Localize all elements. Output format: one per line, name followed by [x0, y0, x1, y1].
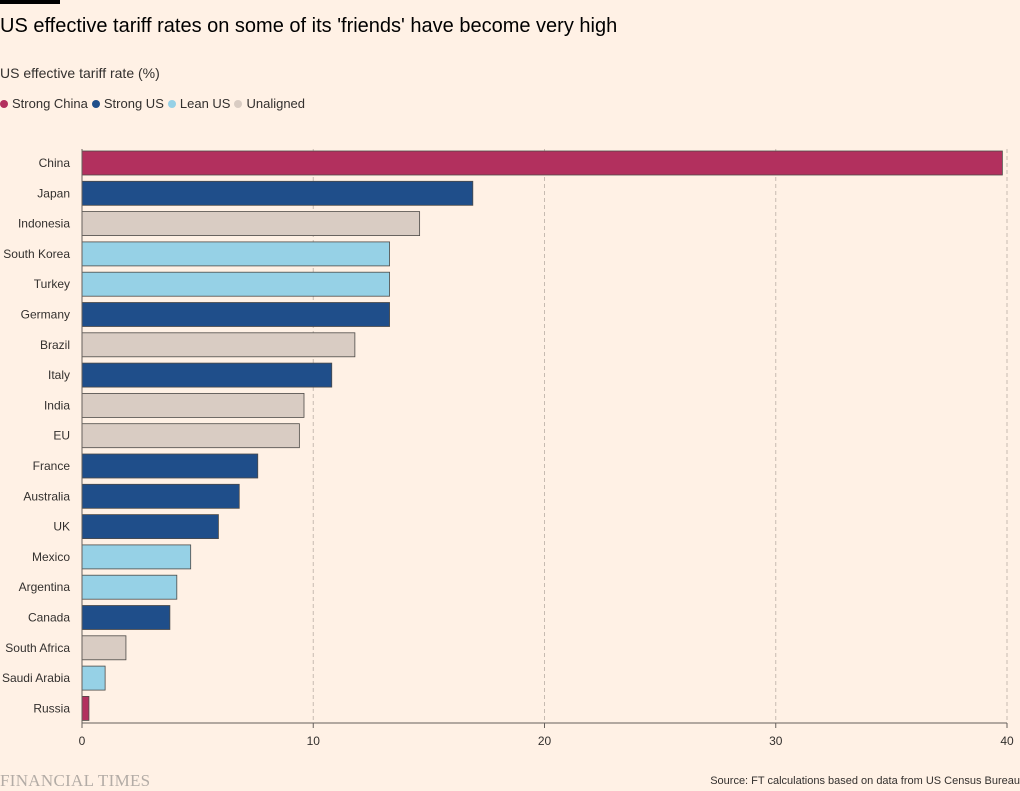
- bar-saudi-arabia: [81, 665, 106, 691]
- bar-australia: [81, 483, 240, 509]
- legend-dot-unaligned: [234, 99, 243, 108]
- legend-item-strong-us: Strong US: [91, 96, 164, 111]
- category-label-indonesia: Indonesia: [18, 217, 70, 231]
- legend-dot-strong-china: [0, 99, 8, 108]
- ft-logo: FINANCIAL TIMES: [0, 771, 151, 790]
- category-label-india: India: [44, 398, 70, 412]
- bar-turkey: [81, 271, 390, 297]
- chart-title: US effective tariff rates on some of its…: [0, 15, 618, 37]
- bar-germany: [81, 302, 390, 327]
- category-label-south-africa: South Africa: [5, 641, 70, 655]
- category-label-italy: Italy: [48, 368, 70, 382]
- bar-canada: [81, 605, 171, 630]
- x-tick-label-30: 30: [769, 734, 783, 748]
- bar-mexico: [81, 544, 192, 570]
- legend-dot-strong-us: [91, 99, 100, 108]
- legend-dot-lean-us: [167, 99, 176, 108]
- category-label-china: China: [39, 156, 71, 170]
- legend-item-unaligned: Unaligned: [234, 96, 305, 111]
- legend-label-lean-us: Lean US: [179, 96, 231, 111]
- bar-russia: [81, 696, 90, 721]
- legend-item-lean-us: Lean US: [167, 96, 231, 111]
- category-label-turkey: Turkey: [34, 277, 70, 291]
- top-accent-bar: [0, 0, 60, 4]
- x-tick-label-10: 10: [307, 734, 321, 748]
- category-label-argentina: Argentina: [19, 580, 71, 594]
- bar-italy: [81, 362, 333, 388]
- category-label-france: France: [33, 459, 71, 473]
- bar-south-korea: [81, 241, 390, 267]
- legend: Strong China Strong US Lean US Unaligned: [0, 96, 309, 111]
- x-tick-label-0: 0: [79, 734, 86, 748]
- bar-indonesia: [81, 211, 421, 237]
- category-label-russia: Russia: [33, 701, 70, 715]
- legend-label-strong-us: Strong US: [103, 96, 164, 111]
- category-label-germany: Germany: [21, 308, 70, 322]
- category-label-saudi-arabia: Saudi Arabia: [2, 671, 70, 685]
- bar-india: [81, 392, 305, 418]
- category-label-brazil: Brazil: [40, 338, 70, 352]
- bar-south-africa: [81, 635, 127, 661]
- legend-label-strong-china: Strong China: [12, 96, 88, 111]
- x-tick-label-40: 40: [1000, 734, 1014, 748]
- category-label-mexico: Mexico: [32, 550, 70, 564]
- category-label-south-korea: South Korea: [3, 247, 70, 261]
- bar-brazil: [81, 332, 356, 358]
- bar-japan: [81, 180, 474, 206]
- category-label-japan: Japan: [37, 186, 70, 200]
- bar-uk: [81, 514, 219, 539]
- bar-china: [81, 150, 1003, 176]
- x-tick-label-20: 20: [538, 734, 552, 748]
- category-label-canada: Canada: [28, 611, 70, 625]
- legend-label-unaligned: Unaligned: [246, 96, 306, 111]
- bar-argentina: [81, 574, 178, 600]
- chart-subtitle: US effective tariff rate (%): [0, 65, 160, 81]
- bar-eu: [81, 423, 300, 449]
- bar-chart: China Japan Indonesia South Korea Turkey Germ…: [2, 149, 1014, 748]
- category-label-eu: EU: [53, 429, 70, 443]
- legend-item-strong-china: Strong China: [0, 96, 88, 111]
- category-label-australia: Australia: [23, 489, 70, 503]
- category-label-uk: UK: [53, 520, 70, 534]
- bar-france: [81, 453, 259, 479]
- source-note: Source: FT calculations based on data fr…: [710, 775, 1020, 787]
